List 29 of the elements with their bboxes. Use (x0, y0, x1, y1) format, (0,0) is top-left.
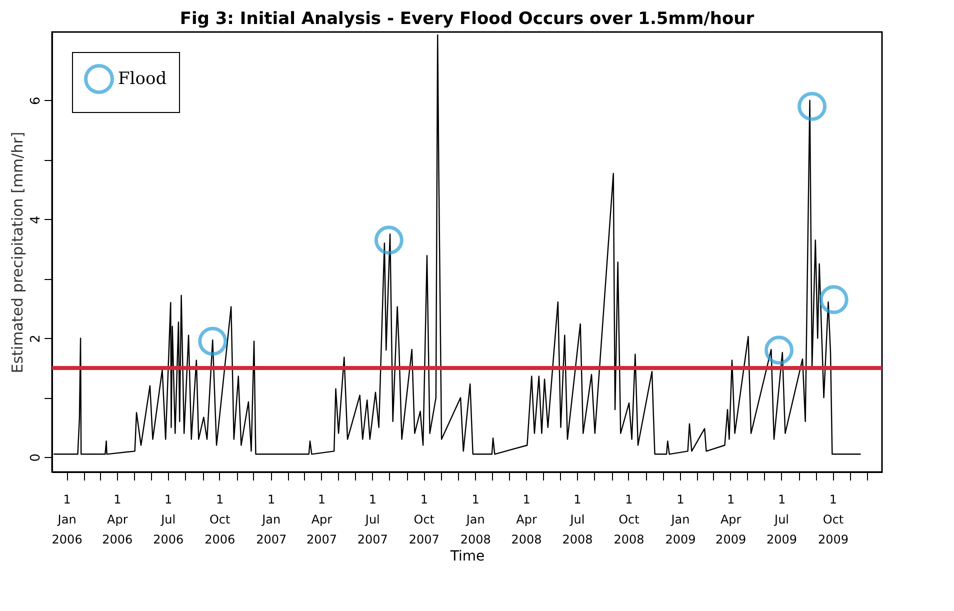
x-tick-label: 1 Jan 2009 (665, 492, 696, 546)
chart-title: Fig 3: Initial Analysis - Every Flood Occurs over 1.5mm/hour (180, 9, 755, 29)
x-tick-label: 1 Jan 2006 (52, 492, 82, 546)
x-tick-label: 1 Jul 2009 (766, 492, 798, 546)
x-tick-label: 1 Jan 2008 (460, 492, 491, 546)
x-tick-label: 1 Jul 2006 (153, 492, 184, 546)
x-tick-label: 1 Apr 2008 (511, 492, 542, 546)
x-tick-label: 1 Oct 2008 (614, 492, 644, 546)
point (764, 336, 794, 365)
x-axis-title: Time (449, 548, 485, 564)
x-tick-label: 1 Oct 2007 (408, 492, 440, 546)
point (798, 92, 827, 121)
y-tick-label: 4 (28, 216, 44, 224)
x-tick-label: 1 Oct 2006 (204, 492, 236, 546)
point (198, 326, 228, 356)
x-tick-label: 1 Oct 2009 (818, 492, 849, 546)
point (374, 226, 404, 255)
y-axis-title: Estimated precipitation [mm/hr] (8, 132, 26, 374)
x-tick-label: 1 Apr 2006 (102, 492, 133, 546)
legend-label: Flood (118, 69, 167, 89)
x-tick-label: 1 Jul 2008 (562, 492, 593, 546)
x-tick-label: 1 Jul 2007 (357, 492, 388, 546)
point (819, 285, 848, 314)
x-tick-label: 1 Apr 2007 (306, 492, 337, 546)
x-tick-label: 1 Jan 2007 (256, 492, 287, 546)
y-tick-label: 2 (28, 334, 44, 343)
x-tick-label: 1 Apr 2009 (716, 492, 746, 546)
y-tick-label: 6 (28, 96, 44, 106)
y-tick-label: 0 (28, 453, 44, 462)
